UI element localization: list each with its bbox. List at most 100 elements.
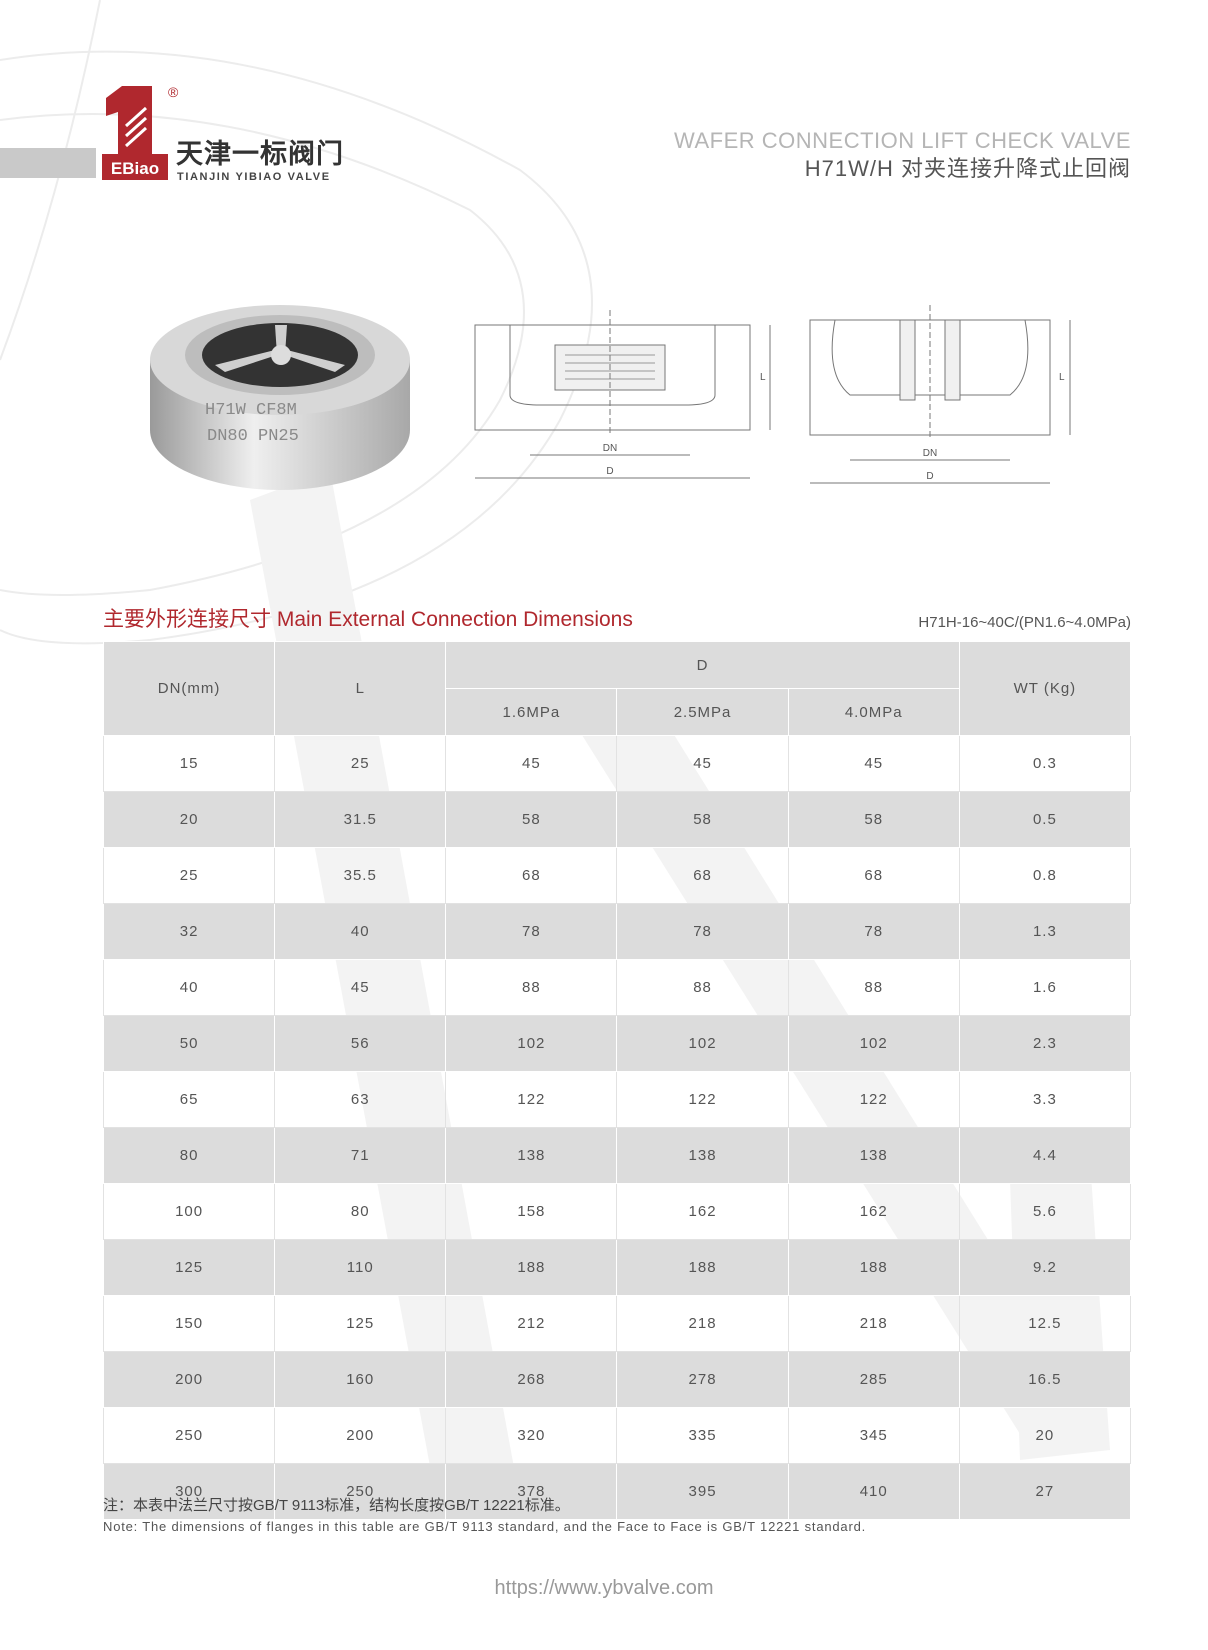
note-en: Note: The dimensions of flanges in this … [103,1519,867,1534]
table-row: 300 250 378 395 410 27 [102,1463,1132,1520]
cell-d-4-0mpa: 285 [787,1351,960,1408]
table-row: 32 40 78 78 78 1.3 [102,903,1132,960]
cell-d-4-0mpa: 188 [787,1239,960,1296]
d-label: D [606,466,613,477]
cell-d-1-6mpa: 268 [445,1351,618,1408]
header-l: L [274,641,447,736]
cell-wt: 5.6 [958,1183,1132,1240]
logo-text: EBiao [111,159,159,178]
cell-dn: 50 [102,1015,276,1072]
cell-dn: 15 [102,735,276,792]
cell-wt: 0.5 [958,791,1132,848]
product-title-cn: H71W/H 对夹连接升降式止回阀 [804,156,1131,181]
cell-d-2-5mpa: 395 [616,1463,789,1520]
cell-d-2-5mpa: 88 [616,959,789,1016]
valve-marking-2: DN80 PN25 [207,427,299,446]
cell-d-4-0mpa: 138 [787,1127,960,1184]
cell-wt: 4.4 [958,1127,1132,1184]
section-subtitle: H71H-16~40C/(PN1.6~4.0MPa) [918,614,1131,631]
header-wt: WT (Kg) [958,641,1132,736]
product-title-en: WAFER CONNECTION LIFT CHECK VALVE [674,128,1131,153]
table-row: 40 45 88 88 88 1.6 [102,959,1132,1016]
cell-d-4-0mpa: 68 [787,847,960,904]
cell-wt: 3.3 [958,1071,1132,1128]
dn-label: DN [603,443,617,454]
valve-photo: H71W CF8M DN80 PN25 [150,305,410,490]
cell-d-1-6mpa: 320 [445,1407,618,1464]
cell-d-4-0mpa: 102 [787,1015,960,1072]
section-drawing-h71w: DN D L [474,310,771,479]
brand-name-en: TIANJIN YIBIAO VALVE [177,171,331,183]
brand-name-cn: 天津一标阀门 [176,139,344,169]
cell-l: 35.5 [274,847,447,904]
section-drawing-h71h: DN D L [809,305,1071,484]
cell-dn: 65 [102,1071,276,1128]
table-row: 150 125 212 218 218 12.5 [102,1295,1132,1352]
cell-d-4-0mpa: 162 [787,1183,960,1240]
cell-l: 25 [274,735,447,792]
cell-wt: 0.3 [958,735,1132,792]
registered-mark: ® [168,84,179,100]
d-label: D [926,471,933,482]
cell-dn: 32 [102,903,276,960]
cell-dn: 20 [102,791,276,848]
valve-marking-1: H71W CF8M [205,401,297,420]
l-label: L [760,372,766,383]
cell-dn: 100 [102,1183,276,1240]
cell-l: 160 [274,1351,447,1408]
cell-dn: 25 [102,847,276,904]
cell-wt: 1.3 [958,903,1132,960]
cell-l: 80 [274,1183,447,1240]
cell-wt: 0.8 [958,847,1132,904]
header-pressure: 4.0MPa [787,688,960,736]
cell-dn: 300 [102,1463,276,1520]
dimensions-table: DN(mm) L D WT (Kg) 1.6MPa 2.5MPa 4.0MPa … [102,641,1132,1520]
cell-l: 40 [274,903,447,960]
cell-wt: 12.5 [958,1295,1132,1352]
l-label: L [1059,372,1065,383]
cell-dn: 80 [102,1127,276,1184]
cell-dn: 125 [102,1239,276,1296]
cell-d-2-5mpa: 58 [616,791,789,848]
table-row: 200 160 268 278 285 16.5 [102,1351,1132,1408]
cell-d-1-6mpa: 102 [445,1015,618,1072]
brand-logo: EBiao [102,86,168,180]
cell-d-2-5mpa: 78 [616,903,789,960]
cell-d-2-5mpa: 138 [616,1127,789,1184]
cell-d-4-0mpa: 45 [787,735,960,792]
header-d: D [445,641,960,689]
website-url[interactable]: https://www.ybvalve.com [494,1577,714,1599]
cell-wt: 20 [958,1407,1132,1464]
cell-d-2-5mpa: 68 [616,847,789,904]
cell-d-1-6mpa: 88 [445,959,618,1016]
cell-d-2-5mpa: 278 [616,1351,789,1408]
cell-d-1-6mpa: 138 [445,1127,618,1184]
header-pressure: 2.5MPa [616,688,789,736]
cell-wt: 27 [958,1463,1132,1520]
cell-d-2-5mpa: 102 [616,1015,789,1072]
header-pressure: 1.6MPa [445,688,618,736]
cell-wt: 2.3 [958,1015,1132,1072]
cell-d-1-6mpa: 58 [445,791,618,848]
cell-l: 56 [274,1015,447,1072]
cell-l: 63 [274,1071,447,1128]
table-row: 50 56 102 102 102 2.3 [102,1015,1132,1072]
cell-wt: 1.6 [958,959,1132,1016]
table-body: 15 25 45 45 45 0.3 20 31.5 58 58 58 0.5 25 35.5 68 68 68… [102,735,1132,1520]
cell-wt: 9.2 [958,1239,1132,1296]
table-row: 100 80 158 162 162 5.6 [102,1183,1132,1240]
cell-d-4-0mpa: 410 [787,1463,960,1520]
cell-l: 200 [274,1407,447,1464]
header-dn: DN(mm) [102,641,276,736]
cell-d-2-5mpa: 162 [616,1183,789,1240]
note-cn: 注：本表中法兰尺寸按GB/T 9113标准，结构长度按GB/T 12221标准。 [103,1497,570,1514]
cell-d-2-5mpa: 188 [616,1239,789,1296]
table-row: 25 35.5 68 68 68 0.8 [102,847,1132,904]
cell-d-1-6mpa: 45 [445,735,618,792]
cell-d-4-0mpa: 122 [787,1071,960,1128]
section-title: 主要外形连接尺寸 Main External Connection Dimens… [103,608,633,631]
cell-d-1-6mpa: 158 [445,1183,618,1240]
cell-l: 110 [274,1239,447,1296]
cell-d-2-5mpa: 122 [616,1071,789,1128]
cell-l: 71 [274,1127,447,1184]
